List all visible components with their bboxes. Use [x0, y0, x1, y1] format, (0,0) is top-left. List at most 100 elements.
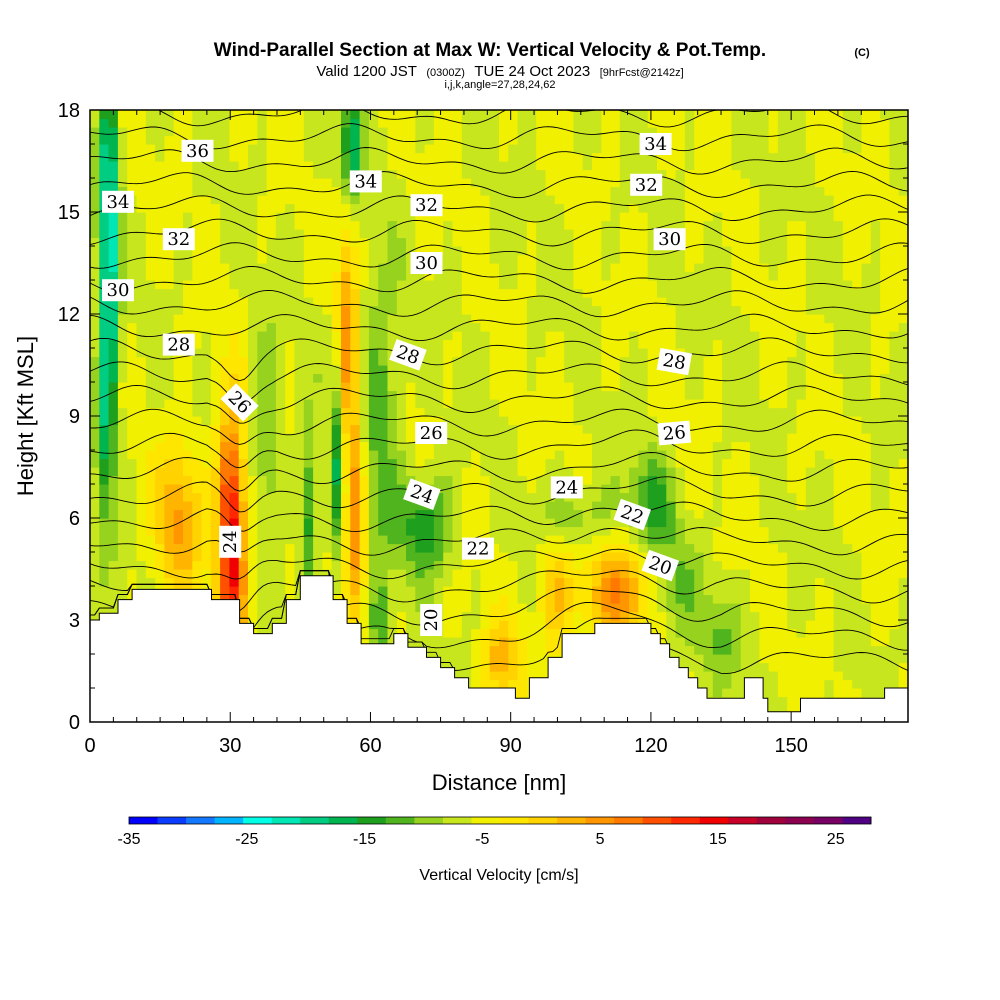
velocity-cell — [861, 407, 872, 417]
velocity-cell — [889, 611, 900, 621]
velocity-cell — [573, 441, 584, 451]
velocity-cell — [303, 331, 314, 341]
velocity-cell — [210, 237, 221, 247]
velocity-cell — [694, 560, 705, 570]
velocity-cell — [229, 501, 240, 511]
velocity-cell — [750, 484, 760, 494]
velocity-cell — [740, 382, 751, 392]
velocity-cell — [777, 620, 788, 630]
velocity-cell — [257, 560, 268, 570]
velocity-cell — [461, 458, 472, 468]
velocity-cell — [471, 314, 481, 324]
velocity-cell — [722, 577, 732, 587]
velocity-cell — [480, 297, 491, 307]
velocity-cell — [257, 594, 268, 604]
velocity-cell — [759, 339, 770, 349]
velocity-cell — [712, 679, 723, 689]
velocity-cell — [508, 637, 519, 647]
velocity-cell — [238, 441, 249, 451]
velocity-cell — [452, 603, 463, 613]
velocity-cell — [619, 569, 630, 579]
velocity-cell — [787, 705, 798, 715]
velocity-cell — [777, 586, 788, 596]
velocity-cell — [275, 475, 286, 485]
velocity-cell — [740, 322, 751, 332]
velocity-cell — [238, 246, 249, 256]
velocity-cell — [266, 297, 277, 307]
velocity-cell — [536, 501, 547, 511]
velocity-cell — [564, 586, 574, 596]
velocity-cell — [201, 475, 212, 485]
velocity-cell — [378, 339, 389, 349]
velocity-cell — [136, 382, 147, 392]
velocity-cell — [452, 424, 463, 434]
velocity-cell — [805, 331, 816, 341]
velocity-cell — [777, 390, 788, 400]
velocity-cell — [396, 458, 407, 468]
velocity-cell — [564, 297, 574, 307]
velocity-cell — [759, 594, 770, 604]
velocity-cell — [499, 288, 509, 298]
velocity-cell — [433, 484, 444, 494]
velocity-cell — [210, 382, 221, 392]
velocity-cell — [889, 407, 900, 417]
velocity-cell — [861, 526, 872, 536]
velocity-cell — [396, 526, 407, 536]
velocity-cell — [164, 365, 175, 375]
velocity-cell — [108, 263, 119, 273]
velocity-cell — [396, 543, 407, 553]
velocity-cell — [210, 433, 221, 443]
velocity-cell — [471, 450, 481, 460]
velocity-cell — [592, 271, 602, 281]
velocity-cell — [275, 305, 286, 315]
velocity-cell — [805, 594, 816, 604]
velocity-cell — [145, 492, 156, 502]
velocity-cell — [266, 560, 277, 570]
velocity-cell — [666, 501, 677, 511]
velocity-cell — [266, 611, 277, 621]
velocity-cell — [787, 433, 798, 443]
velocity-cell — [229, 560, 240, 570]
velocity-cell — [285, 237, 296, 247]
velocity-cell — [740, 526, 751, 536]
velocity-cell — [647, 382, 658, 392]
velocity-cell — [238, 586, 249, 596]
velocity-cell — [824, 492, 835, 502]
velocity-cell — [619, 577, 630, 587]
velocity-cell — [145, 458, 156, 468]
velocity-cell — [257, 484, 268, 494]
velocity-cell — [443, 509, 454, 519]
velocity-cell — [582, 441, 593, 451]
velocity-cell — [722, 246, 732, 256]
velocity-cell — [694, 441, 705, 451]
velocity-cell — [712, 458, 723, 468]
velocity-cell — [554, 390, 565, 400]
velocity-cell — [183, 484, 193, 494]
velocity-cell — [517, 365, 528, 375]
velocity-cell — [341, 237, 351, 247]
velocity-cell — [694, 535, 705, 545]
velocity-cell — [201, 246, 212, 256]
velocity-cell — [192, 569, 203, 579]
velocity-cell — [880, 288, 890, 298]
velocity-cell — [294, 535, 305, 545]
velocity-cell — [192, 305, 203, 315]
velocity-cell — [443, 424, 454, 434]
velocity-cell — [471, 288, 481, 298]
velocity-cell — [90, 611, 100, 621]
velocity-cell — [703, 271, 714, 281]
velocity-cell — [554, 467, 565, 477]
velocity-cell — [499, 373, 509, 383]
velocity-cell — [508, 416, 519, 426]
velocity-cell — [210, 424, 221, 434]
velocity-cell — [433, 339, 444, 349]
velocity-cell — [489, 458, 500, 468]
velocity-cell — [777, 679, 788, 689]
velocity-cell — [647, 458, 658, 468]
velocity-cell — [452, 314, 463, 324]
velocity-cell — [610, 467, 621, 477]
velocity-cell — [796, 467, 807, 477]
velocity-cell — [880, 322, 890, 332]
velocity-cell — [192, 450, 203, 460]
velocity-cell — [183, 518, 193, 528]
